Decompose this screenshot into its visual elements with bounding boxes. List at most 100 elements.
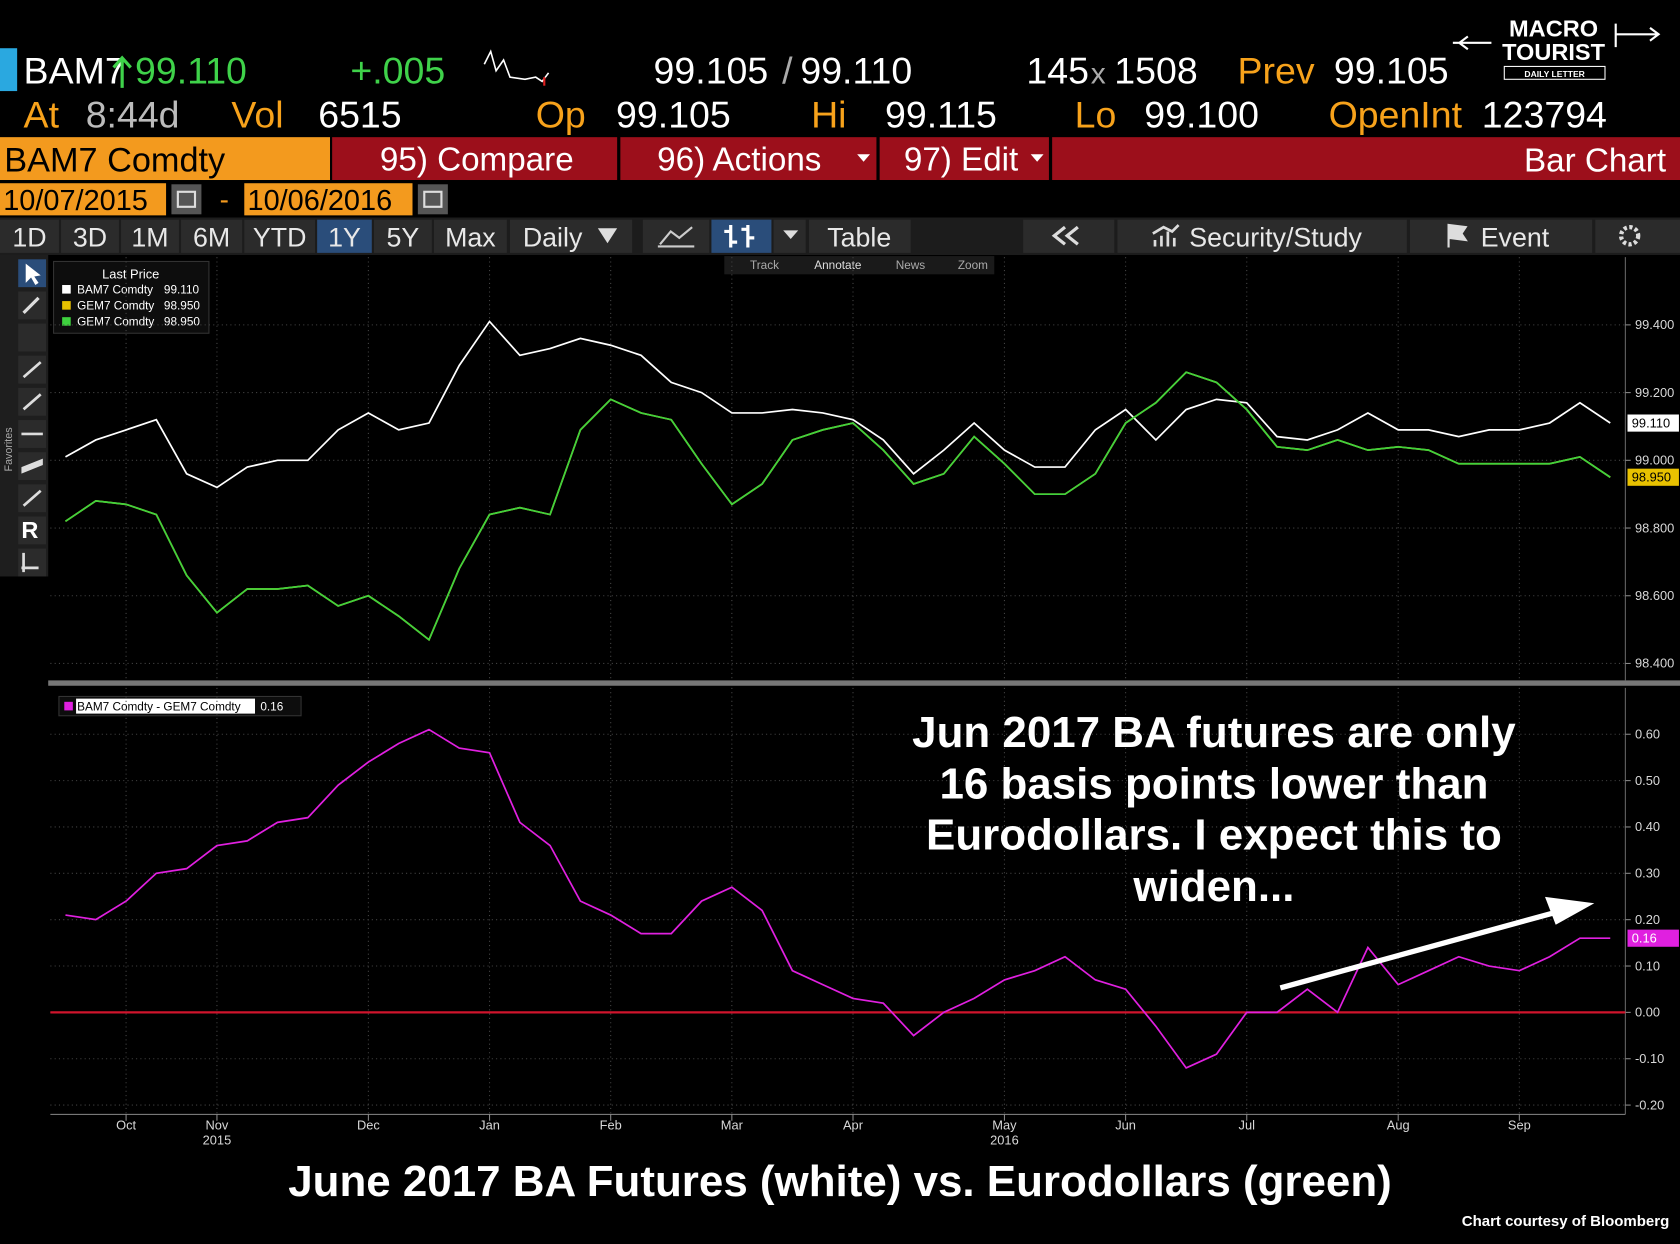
x-tick-label: Feb (600, 1117, 622, 1132)
dropdown (783, 230, 799, 239)
chart-tools (724, 256, 995, 275)
range-button[interactable] (181, 219, 243, 253)
logo-text: DAILY LETTER (1524, 69, 1585, 79)
collapse-icon (1051, 225, 1079, 246)
range-button[interactable] (0, 219, 59, 253)
range-button[interactable] (121, 219, 179, 253)
annotation-line: Eurodollars. I expect this to (926, 811, 1502, 860)
y-tick-label: 0.30 (1635, 866, 1660, 881)
label: Lo (1075, 94, 1117, 136)
pointer-icon (25, 263, 41, 286)
range-button[interactable] (244, 219, 315, 253)
chart-tool[interactable]: Annotate (814, 259, 862, 272)
x-tick-label: Mar (721, 1117, 744, 1132)
y-tick-label: 98.800 (1635, 520, 1674, 535)
annotation-arrowhead (1545, 896, 1595, 925)
calendar-icon (423, 190, 443, 208)
compare-tab[interactable] (332, 137, 618, 181)
range-button[interactable] (317, 219, 372, 253)
open: 99.105 (616, 94, 731, 136)
calendar-button[interactable] (417, 184, 448, 215)
tool-button[interactable] (18, 516, 47, 545)
plots: 98.400 98.600 98.800 99.000 99.200 99.400 99.1… (50, 257, 1679, 1147)
logo-arrow (1452, 23, 1661, 51)
range-label: 3D (73, 222, 107, 252)
label: Vol (231, 94, 283, 136)
low: 99.100 (1144, 94, 1259, 136)
r-tool: R (21, 517, 38, 543)
end-date-field[interactable] (244, 183, 413, 216)
edit-tab[interactable] (879, 137, 1049, 181)
legend-swatch (62, 285, 71, 294)
cash-icon (21, 552, 39, 573)
security-study-label: Security/Study (1189, 222, 1362, 252)
legend-entries: BAM7 Comdty 99.110 GEM7 Comdty 98.950 GEM7 C… (62, 284, 200, 329)
x-tick-label: Sep (1508, 1117, 1531, 1132)
legend-title: Last Price (102, 267, 159, 282)
dropdown (597, 228, 618, 244)
fib-icon (22, 489, 42, 507)
ray-tool-icon (22, 393, 42, 411)
bar-chart-button[interactable] (711, 219, 772, 253)
chart-tool[interactable]: Track (750, 259, 779, 272)
x-tick-label: Jul (1239, 1117, 1255, 1132)
y-tick-label: 0.10 (1635, 958, 1660, 973)
range-button[interactable] (373, 219, 432, 253)
sparkline (483, 49, 550, 83)
legend-entries: BAM7 Comdty - GEM7 Comdty 0.16 (64, 698, 284, 714)
favorites-label: Favorites (3, 427, 15, 471)
legend (53, 260, 210, 334)
credit: Chart courtesy of Bloomberg (1462, 1213, 1670, 1230)
event-button[interactable] (1410, 219, 1593, 253)
tool-button[interactable] (18, 323, 47, 352)
table-button[interactable] (808, 219, 911, 253)
event-label: Event (1481, 222, 1550, 252)
last-value-label: 98.950 (1632, 470, 1671, 485)
start-date-field[interactable] (0, 183, 167, 216)
date-separator: - (220, 184, 229, 215)
security-study-button[interactable] (1117, 219, 1407, 253)
last-value-label: 99.110 (1632, 415, 1670, 430)
x-tick-label: Apr (843, 1117, 864, 1132)
annotation-line: Jun 2017 BA futures are only (912, 708, 1516, 757)
line-icon (657, 226, 695, 248)
legend-swatch (62, 301, 71, 310)
table-label: Table (827, 222, 891, 252)
channel-icon (21, 458, 43, 474)
legend-value: 99.110 (164, 284, 200, 297)
y-tick-label: 99.200 (1635, 385, 1674, 400)
last-value-tag (1627, 414, 1679, 432)
last-price: 99.110 (135, 50, 247, 92)
x-tick-label: Aug (1387, 1117, 1410, 1132)
legend-highlight (76, 698, 255, 714)
pen-icon (22, 296, 40, 315)
high: 99.115 (885, 94, 997, 136)
chart-tool[interactable]: News (896, 259, 926, 272)
ask-size: 1508 (1114, 50, 1197, 92)
separator: / (782, 50, 793, 92)
series-line (64, 371, 1611, 642)
y-tick-label: -0.20 (1635, 1097, 1664, 1112)
series-line (65, 728, 1611, 1070)
bid-size: 145 (1026, 50, 1089, 92)
chart-tool[interactable]: Zoom (958, 259, 988, 272)
logo: MACRO TOURIST DAILY LETTER (1452, 15, 1661, 80)
calendar-button[interactable] (171, 184, 202, 215)
y-tick-label: 0.00 (1635, 1005, 1660, 1020)
legend-value: 98.950 (164, 316, 200, 329)
study-icon (1152, 224, 1180, 247)
last-value-label: 0.16 (1632, 930, 1657, 945)
label: Hi (811, 94, 846, 136)
legend-name: GEM7 Comdty (77, 300, 154, 313)
dropdown (1030, 154, 1044, 162)
legend-name: GEM7 Comdty (77, 316, 154, 329)
range-button[interactable] (433, 219, 507, 253)
dropdown (857, 154, 870, 162)
range-button[interactable] (61, 219, 119, 253)
x-tick-label: Nov (206, 1117, 229, 1132)
security-tab[interactable] (0, 137, 330, 181)
bar-icon (724, 225, 755, 248)
actions-tab[interactable] (620, 137, 877, 181)
